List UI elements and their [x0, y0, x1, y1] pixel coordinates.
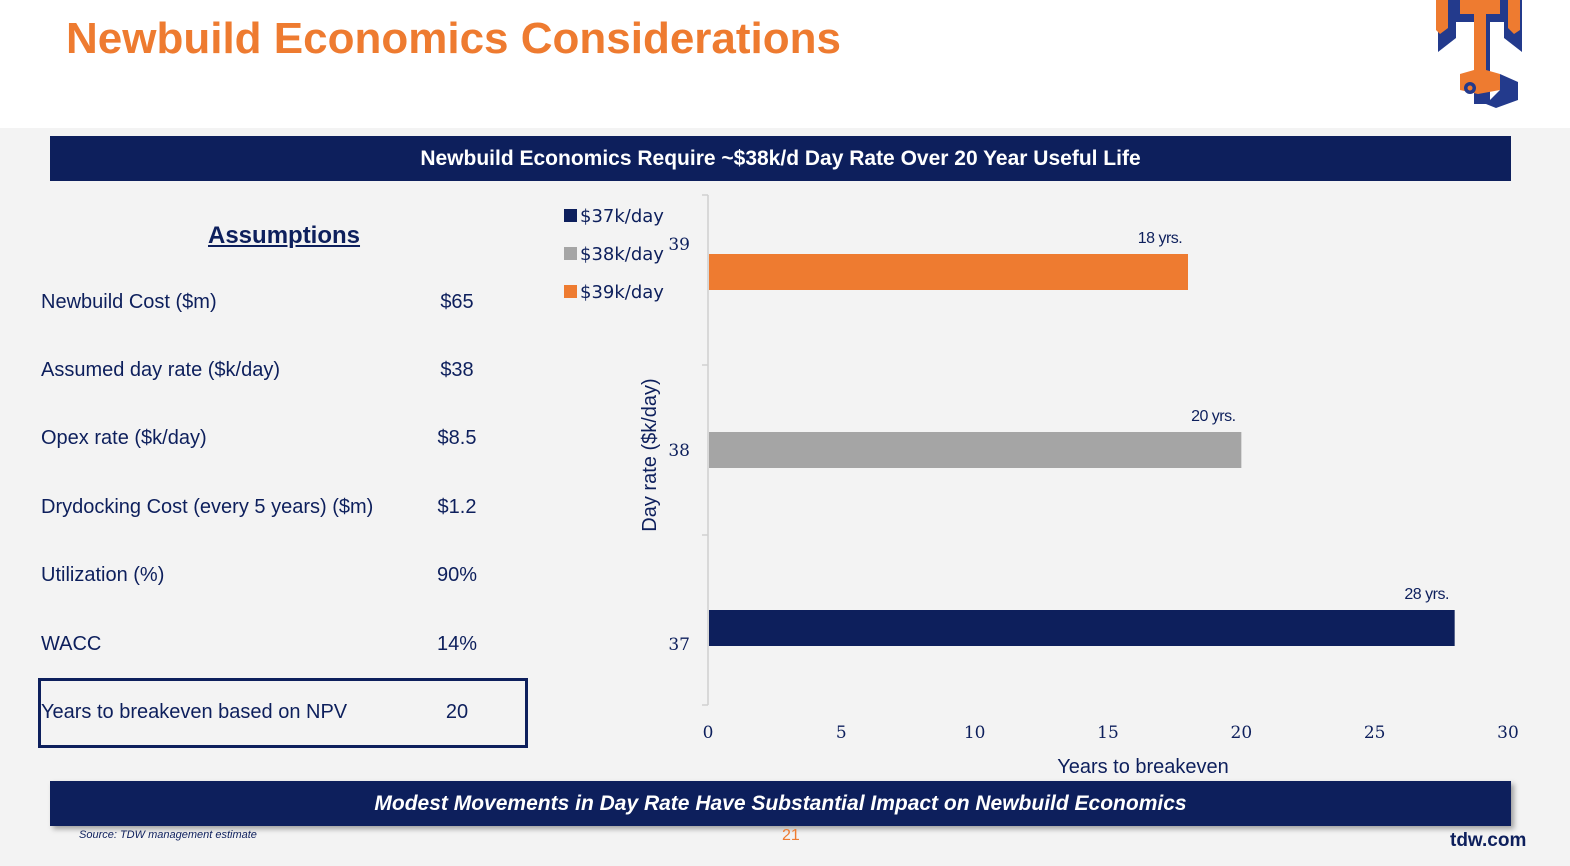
assumption-row: Utilization (%) 90% [41, 564, 511, 594]
x-tick-label: 25 [1364, 723, 1386, 743]
bar [709, 610, 1455, 646]
x-tick-label: 20 [1231, 723, 1253, 743]
assumption-label: Utilization (%) [41, 564, 165, 586]
data-label: 20 yrs. [1191, 408, 1236, 425]
legend-label: $37k/day [580, 206, 664, 227]
x-tick-label: 5 [836, 723, 847, 743]
page-number: 21 [782, 827, 800, 844]
source-note: Source: TDW management estimate [79, 829, 257, 841]
assumptions-heading: Assumptions [208, 222, 361, 249]
assumption-label: Assumed day rate ($k/day) [41, 359, 280, 381]
x-tick-label: 15 [1097, 723, 1119, 743]
assumption-value: $65 [440, 291, 474, 313]
x-tick-label: 0 [703, 723, 714, 743]
assumption-label: Years to breakeven based on NPV [41, 701, 348, 723]
bar [709, 254, 1188, 290]
legend-label: $38k/day [580, 244, 664, 265]
bar [709, 432, 1242, 468]
breakeven-bar-chart: 28 yrs. 37 20 yrs. 38 18 yrs. 39 0 5 10 15 20 25 30 Y… [564, 194, 1519, 778]
assumption-label: Newbuild Cost ($m) [41, 291, 217, 313]
y-tick-label: 38 [668, 441, 690, 461]
assumption-label: WACC [41, 633, 102, 655]
assumption-row: Drydocking Cost (every 5 years) ($m) $1.… [41, 496, 511, 526]
assumption-value: $1.2 [437, 496, 477, 518]
x-tick-label: 30 [1497, 723, 1519, 743]
breakeven-highlight-box [38, 678, 528, 748]
top-banner: Newbuild Economics Require ~$38k/d Day R… [50, 136, 1511, 181]
header-band [0, 0, 1570, 128]
assumption-value: 90% [437, 564, 478, 586]
company-logo [1430, 0, 1530, 115]
x-tick-label: 10 [964, 723, 986, 743]
assumption-value: 14% [437, 633, 478, 655]
assumption-label: Opex rate ($k/day) [41, 427, 207, 449]
data-label: 28 yrs. [1404, 586, 1449, 603]
site-url: tdw.com [1450, 830, 1527, 851]
assumption-label: Drydocking Cost (every 5 years) ($m) [41, 496, 374, 518]
assumption-value: $8.5 [437, 427, 477, 449]
legend-swatch [564, 209, 577, 222]
y-tick-label: 39 [668, 235, 690, 255]
assumption-row: Opex rate ($k/day) $8.5 [41, 427, 511, 457]
data-label: 18 yrs. [1138, 230, 1183, 247]
x-axis-title: Years to breakeven [1057, 756, 1229, 778]
page-title: Newbuild Economics Considerations [66, 14, 842, 63]
y-tick-label: 37 [668, 635, 690, 655]
assumption-value: $38 [440, 359, 474, 381]
legend-swatch [564, 285, 577, 298]
assumption-row: WACC 14% [41, 633, 511, 663]
logo-shape-icon [1436, 0, 1522, 108]
assumption-row: Newbuild Cost ($m) $65 [41, 291, 511, 321]
legend-label: $39k/day [580, 282, 664, 303]
assumption-row-highlighted: Years to breakeven based on NPV 20 [41, 701, 511, 731]
assumption-row: Assumed day rate ($k/day) $38 [41, 359, 511, 389]
legend-swatch [564, 247, 577, 260]
assumption-value: 20 [445, 701, 469, 723]
bottom-banner: Modest Movements in Day Rate Have Substa… [50, 781, 1511, 826]
y-axis-title: Day rate ($k/day) [639, 378, 661, 531]
